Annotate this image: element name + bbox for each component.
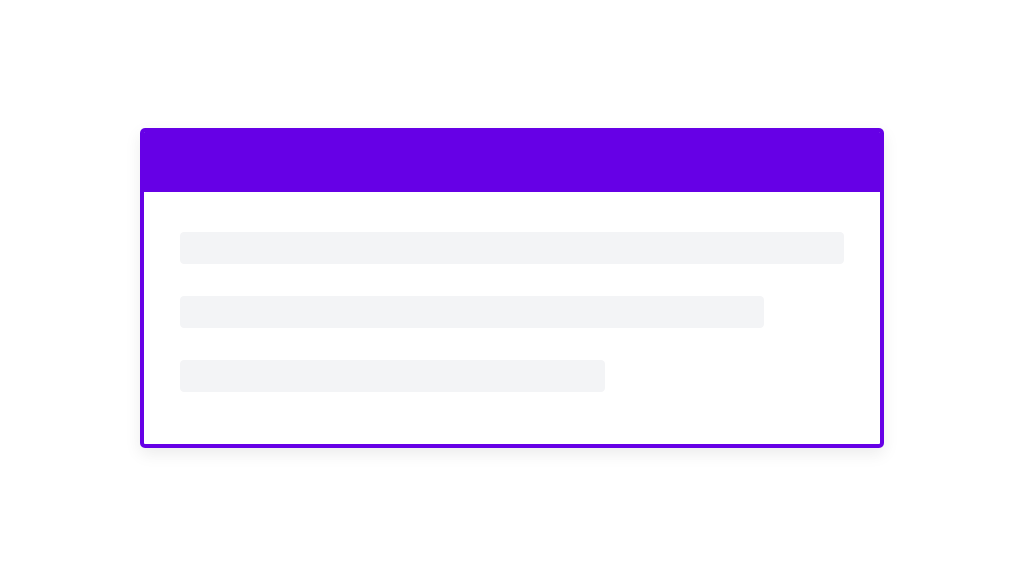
skeleton-line [180,232,844,264]
skeleton-card [140,128,884,448]
skeleton-line [180,360,605,392]
card-header [144,132,880,192]
skeleton-line [180,296,764,328]
